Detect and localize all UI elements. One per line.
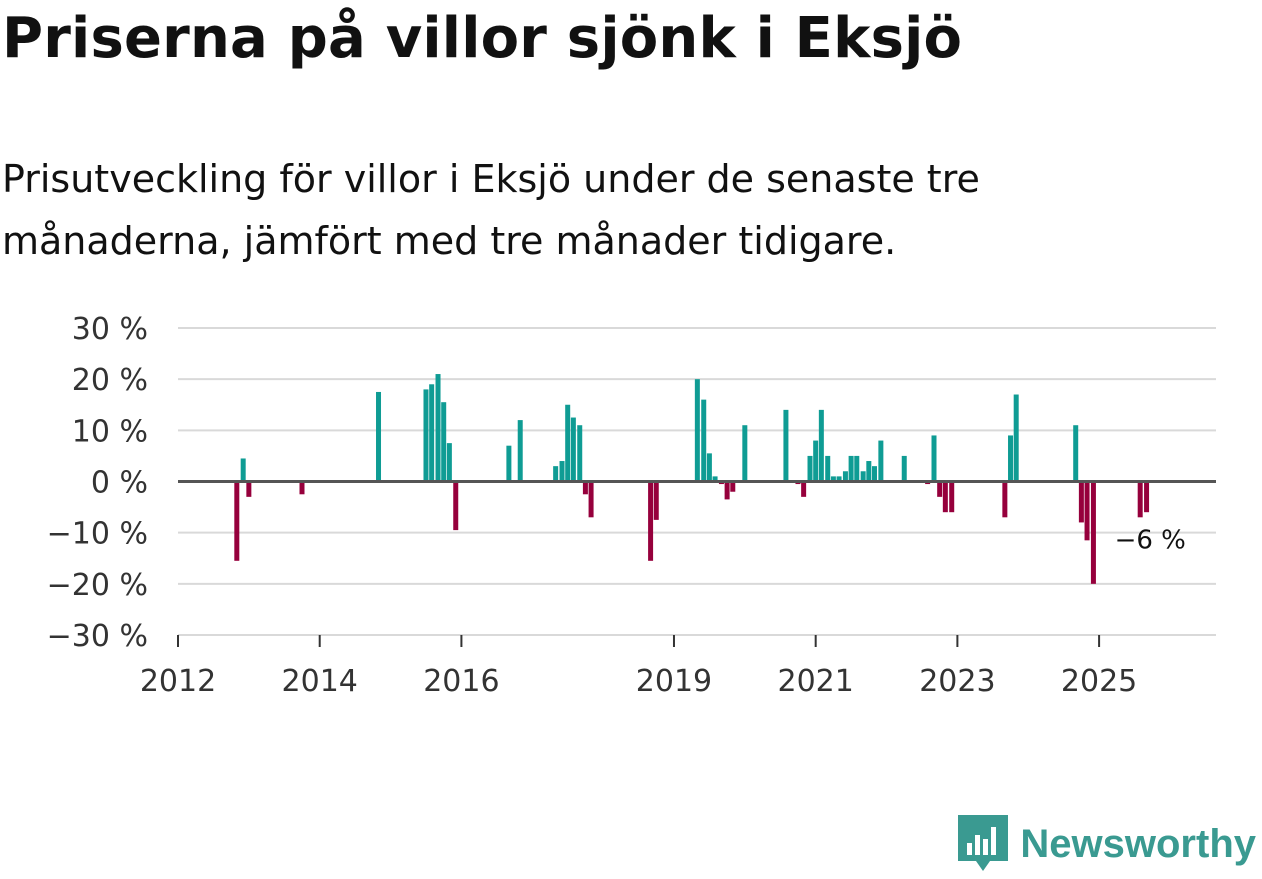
- bar: [712, 476, 718, 482]
- bar: [577, 425, 583, 482]
- bar: [429, 384, 435, 482]
- bars: [234, 374, 1150, 584]
- bar: [1090, 481, 1096, 584]
- bar: [588, 481, 594, 518]
- bar: [701, 399, 707, 482]
- bar: [901, 455, 907, 482]
- bar: [818, 409, 824, 482]
- bar: [1008, 435, 1014, 482]
- bar: [783, 409, 789, 482]
- x-tick-label: 2023: [919, 664, 995, 699]
- y-tick-label: −10 %: [47, 517, 148, 552]
- bar-chart: 30 %20 %10 %0 %−10 %−20 %−30 % 2012 2014 2…: [47, 312, 1216, 699]
- bar: [931, 435, 937, 482]
- bar: [830, 476, 836, 482]
- bar: [825, 455, 831, 482]
- y-tick-label: −30 %: [47, 619, 148, 654]
- bar: [949, 481, 955, 513]
- bar: [813, 440, 819, 482]
- bar: [506, 445, 512, 482]
- bar: [836, 476, 842, 482]
- bar: [860, 471, 866, 482]
- bar: [848, 455, 854, 482]
- annotation-label: −6 %: [1115, 526, 1186, 556]
- bar: [435, 374, 441, 482]
- x-tick-label: 2016: [423, 664, 499, 699]
- bar: [446, 443, 452, 482]
- x-axis: 2012 2014 2016 2019 2021 2023 2025: [140, 480, 1216, 699]
- bar: [240, 458, 246, 482]
- bar: [1073, 425, 1079, 482]
- bar: [376, 391, 382, 482]
- x-tick-label: 2019: [636, 664, 712, 699]
- y-tick-label: 10 %: [72, 414, 148, 449]
- bar: [423, 389, 429, 482]
- bar: [441, 402, 447, 482]
- bar: [565, 404, 571, 482]
- chart-subtitle: Prisutveckling för villor i Eksjö under …: [2, 157, 980, 263]
- x-tick-label: 2014: [282, 664, 358, 699]
- bar: [942, 481, 948, 513]
- bar: [453, 481, 459, 531]
- bar: [694, 379, 700, 482]
- bar: [878, 440, 884, 482]
- y-tick-label: 20 %: [72, 363, 148, 398]
- bar: [234, 481, 240, 561]
- bar: [1002, 481, 1008, 518]
- bar: [299, 481, 305, 495]
- brand-logo: Newsworthy: [958, 815, 1256, 873]
- bar: [553, 466, 559, 482]
- brand-name: Newsworthy: [1020, 821, 1256, 866]
- y-axis-ticks: 30 % 20 % 10 % 0 % −10 % −20 % −30 %: [47, 312, 148, 654]
- bar: [854, 455, 860, 482]
- bar: [1137, 481, 1143, 518]
- bar: [653, 481, 659, 520]
- x-tick-label: 2012: [140, 664, 216, 699]
- bar: [570, 417, 576, 482]
- bar: [801, 481, 807, 497]
- bar: [246, 481, 252, 497]
- bar: [842, 471, 848, 482]
- bar: [1084, 481, 1090, 541]
- bar: [517, 420, 523, 482]
- bar: [742, 425, 748, 482]
- chart-title: Priserna på villor sjönk i Eksjö: [2, 6, 963, 71]
- bar: [1078, 481, 1084, 523]
- bar: [559, 461, 565, 482]
- bar: [730, 481, 736, 492]
- y-tick-label: −20 %: [47, 568, 148, 603]
- annotations: −6 %: [1115, 526, 1186, 556]
- newsworthy-logo-icon: [958, 815, 1009, 871]
- bar: [1144, 481, 1150, 513]
- y-tick-label: 0 %: [91, 466, 148, 501]
- bar: [807, 455, 813, 482]
- bar: [1013, 394, 1019, 482]
- x-tick-label: 2025: [1061, 664, 1137, 699]
- bar: [866, 461, 872, 482]
- bar: [582, 481, 588, 495]
- bar: [648, 481, 654, 561]
- bar: [724, 481, 730, 500]
- bar: [937, 481, 943, 497]
- x-tick-label: 2021: [777, 664, 853, 699]
- y-tick-label: 30 %: [72, 312, 148, 347]
- bar: [706, 453, 712, 482]
- bar: [871, 466, 877, 482]
